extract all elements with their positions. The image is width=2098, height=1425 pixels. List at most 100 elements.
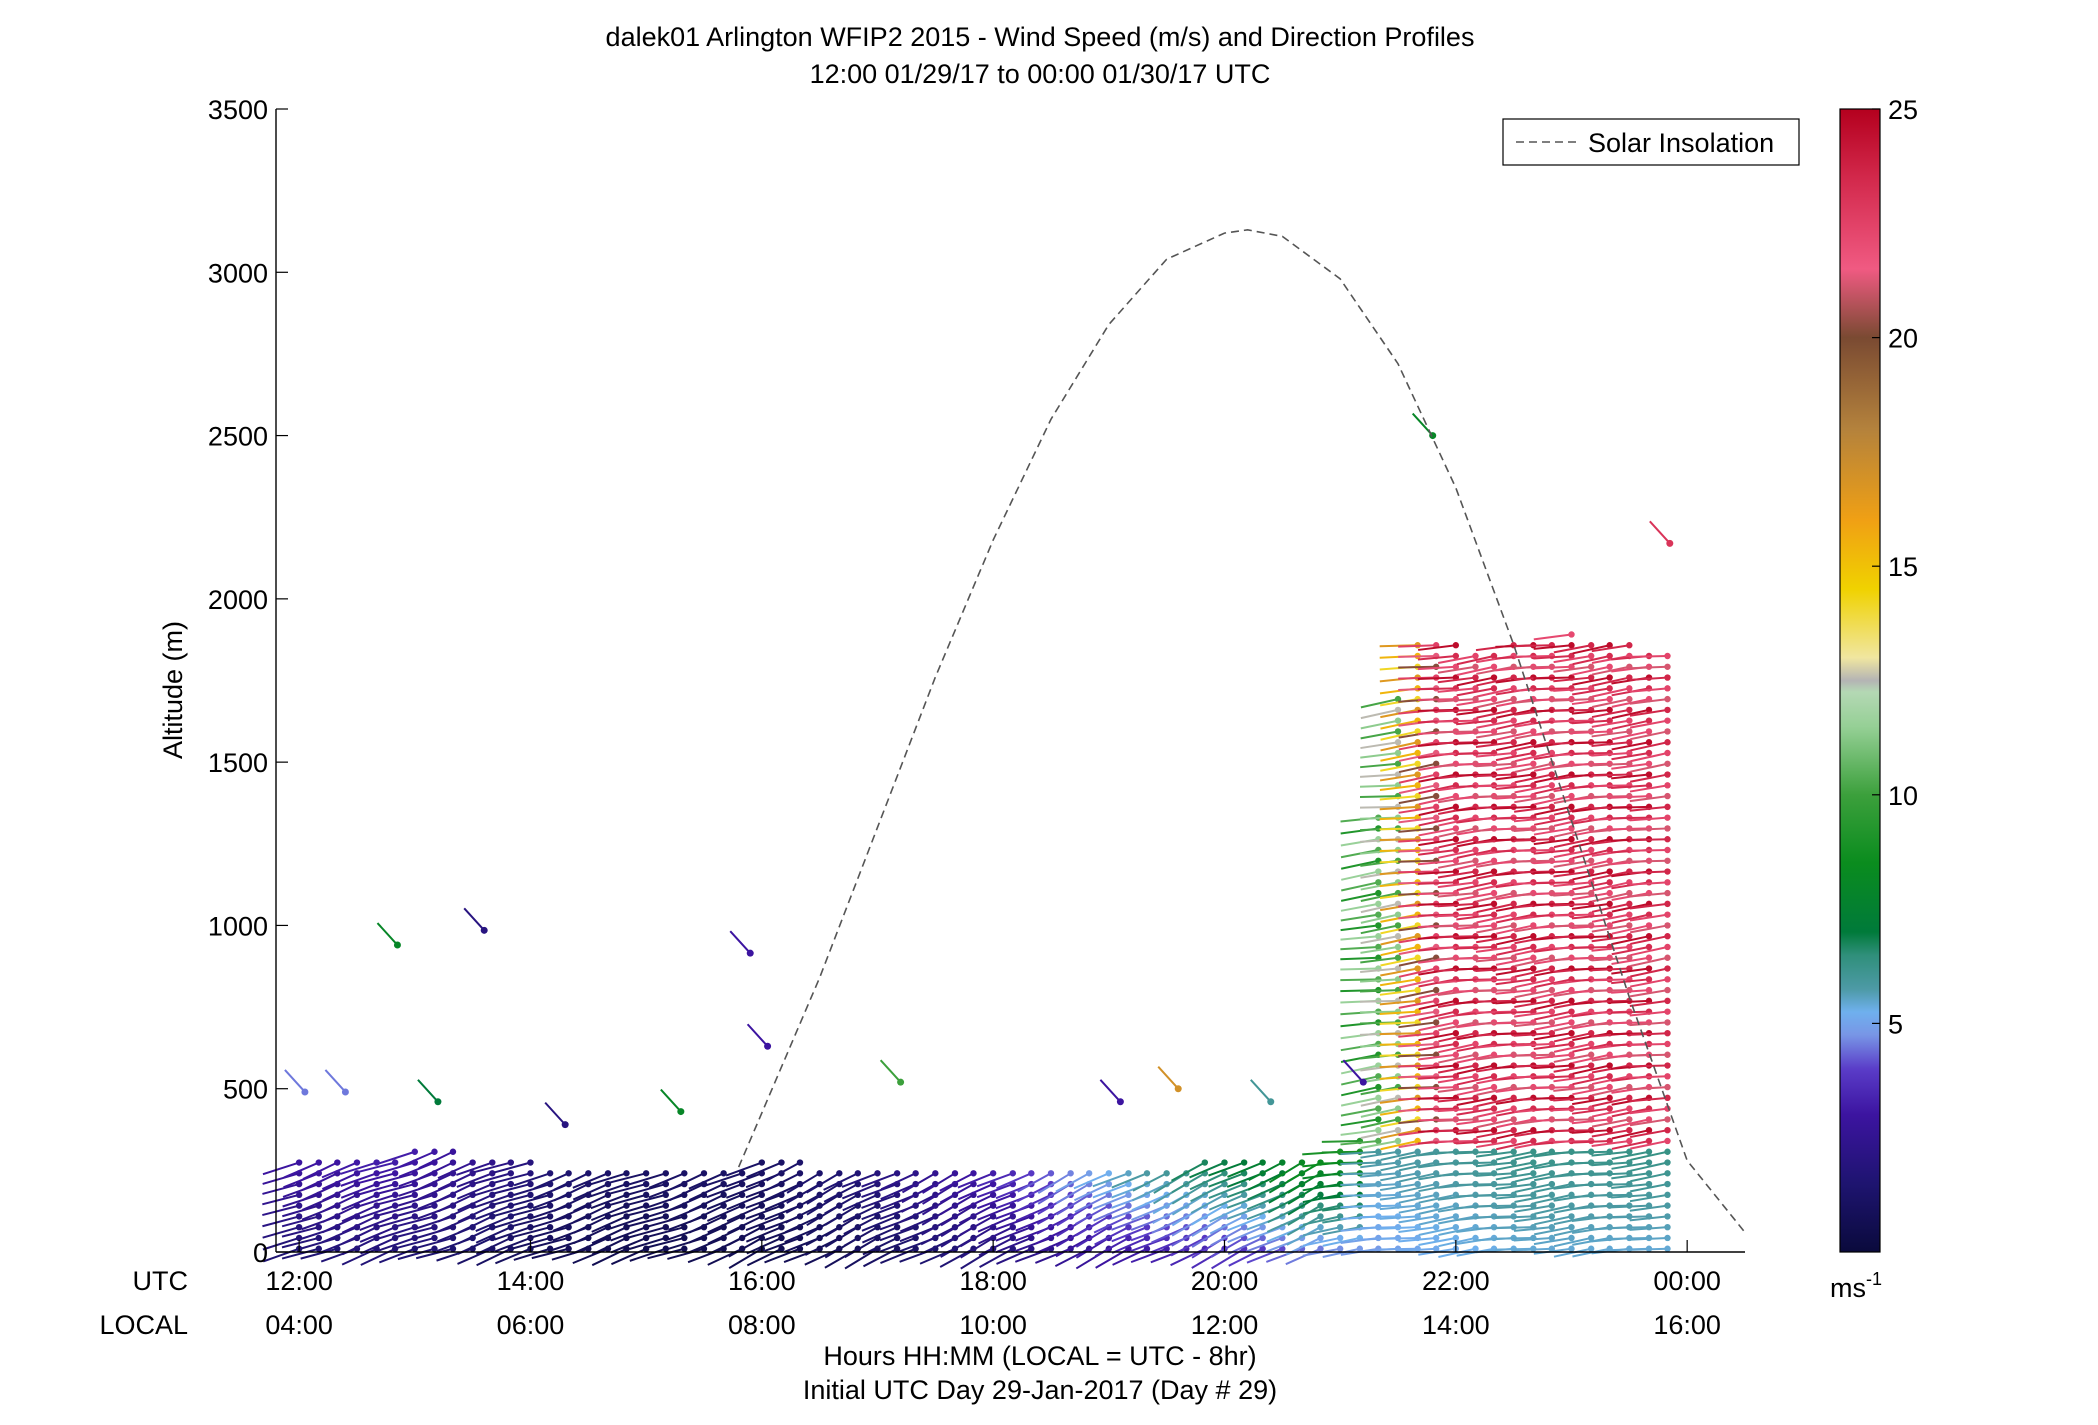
x-tick-label-local: 14:00 <box>1422 1310 1490 1340</box>
wind-barb-shaft <box>1015 1204 1052 1222</box>
wind-barb-shaft <box>861 1215 898 1232</box>
wind-barb-shaft <box>1475 1204 1514 1208</box>
wind-barb-point <box>1568 1019 1575 1026</box>
wind-barb-point <box>1645 1159 1653 1166</box>
wind-barb-shaft <box>1379 989 1418 996</box>
wind-barb-point <box>411 1213 419 1220</box>
wind-barb-shaft <box>1572 1096 1610 1106</box>
wind-barb-point <box>1664 739 1671 746</box>
wind-barb-point <box>1626 749 1633 757</box>
wind-barb-shaft <box>1417 1096 1456 1100</box>
wind-barb-shaft <box>377 1183 416 1195</box>
wind-barb-shaft <box>1056 1193 1090 1216</box>
wind-barb-shaft <box>1591 665 1630 676</box>
wind-barb-shaft <box>1340 859 1379 870</box>
wind-barb-point <box>1530 1202 1537 1209</box>
wind-barb-shaft <box>551 1247 589 1261</box>
wind-barb-point <box>1664 652 1671 660</box>
wind-barb-shaft <box>609 1172 647 1184</box>
wind-barb-shaft <box>1630 741 1668 752</box>
wind-barb-shaft <box>1340 1150 1379 1156</box>
wind-barb-point <box>1472 1083 1479 1091</box>
wind-barb-shaft <box>1398 1021 1437 1029</box>
wind-barb-point <box>1587 1094 1595 1102</box>
wind-barb-shaft <box>1075 1226 1110 1248</box>
wind-barb-point <box>1490 879 1498 886</box>
wind-barb-point <box>1472 1051 1479 1058</box>
wind-barb-shaft <box>1379 1236 1418 1240</box>
wind-barb-shaft <box>1514 1193 1553 1204</box>
wind-barb-shaft <box>437 1183 474 1202</box>
wind-barb-shaft <box>1418 1021 1457 1032</box>
wind-barb-point <box>1645 922 1653 929</box>
wind-barb-shaft <box>1111 1215 1148 1231</box>
wind-barb-shaft <box>1360 708 1399 720</box>
wind-barb-shaft <box>1418 1032 1457 1042</box>
wind-barb-shaft <box>1398 1172 1437 1183</box>
wind-barb-shaft <box>1074 1193 1110 1214</box>
wind-barb-point <box>1587 1029 1595 1037</box>
wind-barb-shaft <box>1514 1172 1553 1183</box>
wind-barb-point <box>1664 1019 1671 1026</box>
wind-barb-shaft <box>806 1183 840 1205</box>
wind-barb-point <box>1664 1213 1671 1220</box>
wind-barb-point <box>1664 836 1671 843</box>
wind-barb-shaft <box>880 1183 917 1200</box>
wind-barb-shaft <box>1342 1059 1365 1083</box>
wind-barb-shaft <box>262 1204 300 1217</box>
wind-barb-point <box>1394 749 1402 757</box>
wind-barb-shaft <box>842 1204 878 1224</box>
wind-barb-point <box>874 1191 881 1199</box>
wind-barb-shaft <box>1592 676 1630 687</box>
wind-barb-point <box>1317 1223 1324 1231</box>
wind-barb-shaft <box>1475 1150 1514 1158</box>
wind-barb-shaft <box>1514 989 1553 999</box>
wind-barb-point <box>1530 954 1537 961</box>
wind-barb-shaft <box>1629 924 1668 934</box>
wind-barb-shaft <box>1476 924 1514 934</box>
wind-barb-shaft <box>1437 665 1476 674</box>
wind-barb-point <box>1664 825 1671 832</box>
wind-barb-shaft <box>1514 1204 1552 1213</box>
wind-barb-shaft <box>844 1237 878 1259</box>
wind-barb-shaft <box>1151 1215 1187 1234</box>
wind-barb-point <box>1490 933 1498 940</box>
wind-barb-shaft <box>1553 687 1592 692</box>
wind-barb-point <box>1664 1094 1671 1102</box>
wind-barb-point <box>1472 868 1479 875</box>
wind-barb-point <box>1664 1202 1671 1209</box>
wind-barb-shaft <box>1360 935 1399 945</box>
wind-barb-point <box>1568 1062 1575 1069</box>
wind-barb-shaft <box>1571 1118 1610 1125</box>
wind-barb-shaft <box>1629 838 1668 842</box>
wind-barb-point <box>507 1191 515 1199</box>
wind-barb-point <box>1414 1180 1421 1188</box>
wind-barb-shaft <box>1496 1139 1534 1151</box>
wind-barb-shaft <box>341 1215 378 1234</box>
wind-barb-shaft <box>784 1215 821 1234</box>
wind-barb-shaft <box>513 1247 551 1261</box>
wind-barb-shaft <box>416 1236 454 1249</box>
wind-barb-shaft <box>1475 784 1514 788</box>
wind-barb-shaft <box>397 1215 435 1227</box>
wind-barb-point <box>1490 1126 1498 1134</box>
wind-barb-shaft <box>1340 1064 1379 1075</box>
x-tick-label-local: 16:00 <box>1653 1310 1721 1340</box>
wind-barb-point <box>1548 976 1556 983</box>
wind-barb-shaft <box>1456 892 1495 902</box>
wind-barb-point <box>1394 954 1402 961</box>
wind-barb-shaft <box>1513 816 1552 823</box>
wind-barb-point <box>1664 674 1671 681</box>
wind-barb-point <box>1568 1234 1575 1242</box>
wind-barb-shaft <box>784 1226 821 1243</box>
wind-barb-point <box>1163 1170 1170 1177</box>
wind-barb-shaft <box>940 1204 975 1227</box>
wind-barb-point <box>527 1223 534 1231</box>
wind-barb-shaft <box>1513 1042 1552 1047</box>
wind-barb-shaft <box>493 1172 531 1184</box>
wind-barb-shaft <box>1629 1086 1668 1091</box>
wind-barb-point <box>1664 685 1671 692</box>
wind-barb-point <box>1664 1040 1671 1048</box>
wind-barb-shaft <box>1572 655 1610 666</box>
wind-barb-point <box>315 1223 322 1231</box>
